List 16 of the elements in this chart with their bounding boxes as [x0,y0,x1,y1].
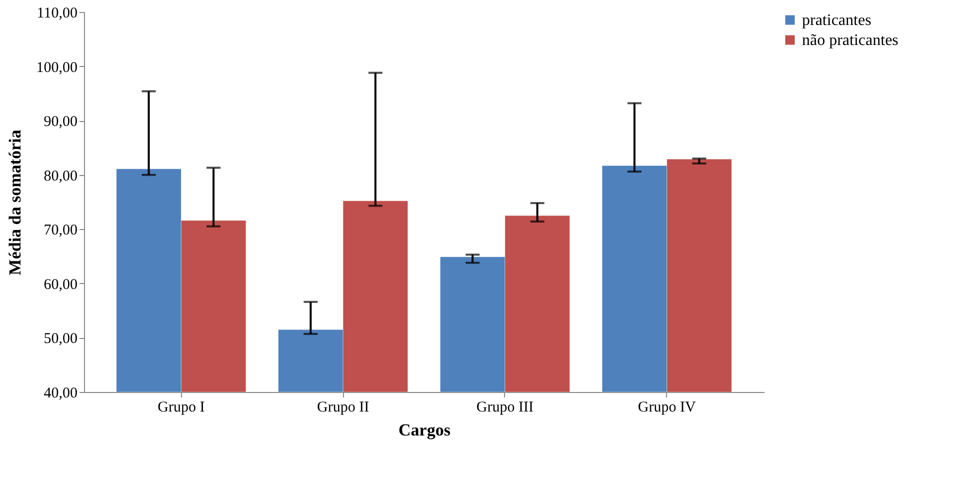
x-tick-label: Grupo III [476,400,534,416]
x-tick-label: Grupo II [317,400,370,416]
legend-label: praticantes [802,12,872,29]
y-axis-title: Média da somatória [5,129,24,276]
y-tick-label: 50,00 [44,331,78,348]
y-tick-label: 40,00 [44,386,78,402]
y-tick-label: 100,00 [36,60,78,76]
x-axis-title: Cargos [398,420,451,440]
y-tick-label: 110,00 [36,6,78,22]
x-tick-label: Grupo IV [638,400,696,416]
y-tick-label: 80,00 [44,168,78,184]
y-tick-label: 90,00 [44,114,78,130]
legend-label: não praticantes [802,32,898,49]
x-tick-label: Grupo I [158,400,205,416]
y-tick-label: 60,00 [44,276,78,293]
y-tick-label: 70,00 [44,222,78,239]
